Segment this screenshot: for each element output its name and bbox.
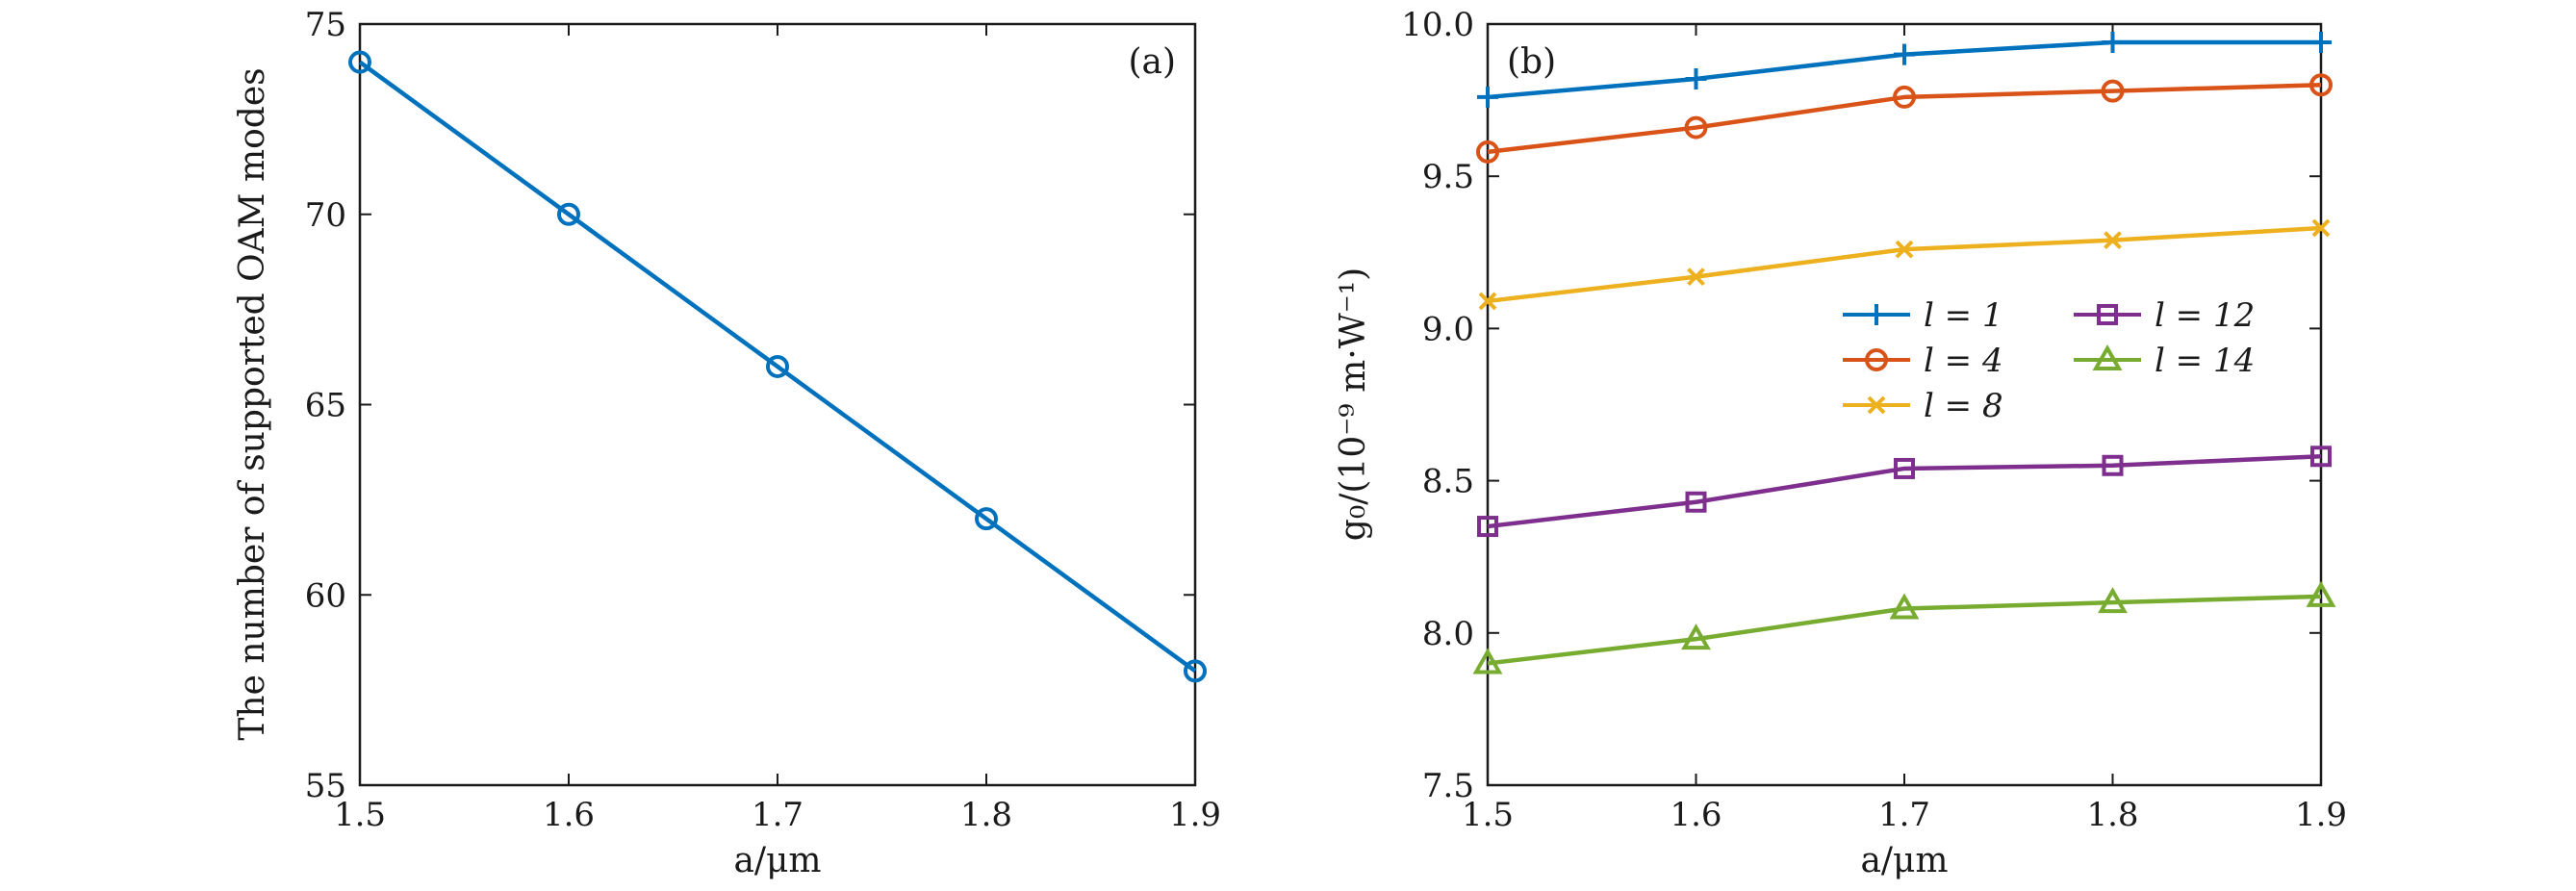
panel-b-data-point xyxy=(1894,43,1915,65)
panel-a-series xyxy=(348,50,1207,683)
panel-b-data-point xyxy=(1477,516,1498,538)
panel-b-data-point xyxy=(1681,624,1711,650)
panel-b-data-point xyxy=(1684,115,1708,140)
panel-b-data-point xyxy=(2311,218,2331,238)
panel-b-y-tick-label: 10.0 xyxy=(1401,6,1474,44)
panel-a-data-point xyxy=(975,507,998,531)
panel-b-data-point xyxy=(1895,240,1914,259)
panel-b-series-4 xyxy=(1472,580,2336,675)
panel-a-ticks: 1.5 1.6 1.7 1.8 1.9 55 60 65 70 75 xyxy=(305,6,1221,834)
panel-a-y-axis-title: The number of supported OAM modes xyxy=(233,67,272,740)
panel-a-y-tick-label: 60 xyxy=(305,576,346,615)
panel-b-series-line xyxy=(1487,454,2322,529)
legend-label: l = 8 xyxy=(1924,387,2003,425)
legend-marker xyxy=(2092,344,2123,370)
panel-a-plot-frame xyxy=(358,22,1197,787)
legend-marker xyxy=(1866,304,1887,325)
panel-b-data-point xyxy=(1687,267,1705,287)
panel-b-data-point xyxy=(2310,446,2332,468)
panel-b-y-tick-label: 9.0 xyxy=(1422,310,1474,348)
panel-b-data-point xyxy=(1894,457,1915,479)
panel-b-series-2 xyxy=(1478,218,2331,311)
panel-a-x-tick-label: 1.6 xyxy=(543,796,595,834)
panel-b-data-point xyxy=(2102,454,2124,476)
panel-b-ticks: 1.5 1.6 1.7 1.8 1.9 7.5 8.0 8.5 9.0 9.5 10.0 xyxy=(1401,6,2347,834)
panel-b-series-line xyxy=(1487,594,2322,666)
panel-b-data-point xyxy=(2309,73,2333,97)
panel-b-data-point xyxy=(1685,67,1707,89)
panel-a-data-point xyxy=(766,354,789,378)
panel-a-tag: (a) xyxy=(1128,42,1176,82)
panel-b-data-point xyxy=(2098,587,2128,614)
panel-b-series-line xyxy=(1487,225,2322,304)
panel-a-x-axis-title: a/μm xyxy=(733,841,821,880)
panel-b-data-point xyxy=(1476,140,1499,164)
panel-a-series-line xyxy=(358,60,1197,674)
panel-b-data-point xyxy=(1478,292,1497,311)
panel-b-tag: (b) xyxy=(1507,42,1556,82)
panel-b-series-line xyxy=(1487,83,2322,155)
panel-b-y-tick-label: 7.5 xyxy=(1422,767,1474,805)
legend-item: l = 14 xyxy=(2074,342,2255,380)
panel-a-x-tick-label: 1.5 xyxy=(334,796,386,834)
legend-label: l = 12 xyxy=(2155,296,2255,335)
panel-b-x-tick-label: 1.9 xyxy=(2295,796,2347,834)
panel-a-x-tick-label: 1.7 xyxy=(752,796,803,834)
panel-b-x-tick-label: 1.8 xyxy=(2086,796,2138,834)
panel-b-x-tick-label: 1.7 xyxy=(1878,796,1930,834)
legend-label: l = 14 xyxy=(2155,342,2255,380)
panel-b-y-tick-label: 8.0 xyxy=(1422,615,1474,653)
legend-item: l = 8 xyxy=(1843,387,2003,425)
panel-b-data-point xyxy=(2310,31,2332,53)
panel-b-x-tick-label: 1.6 xyxy=(1670,796,1722,834)
panel-a-y-tick-label: 55 xyxy=(305,767,346,805)
panel-b-data-point xyxy=(2306,580,2336,607)
panel-b-data-point xyxy=(1893,85,1916,109)
panel-b: 1.5 1.6 1.7 1.8 1.9 7.5 8.0 8.5 9.0 9.5 10.0 (b) a… xyxy=(1334,6,2347,880)
panel-a-y-tick-label: 75 xyxy=(305,6,346,44)
panel-b-x-axis-title: a/μm xyxy=(1860,841,1948,880)
panel-b-data-point xyxy=(1477,86,1498,108)
panel-b-data-point xyxy=(1889,593,1920,620)
panel-b-y-tick-label: 9.5 xyxy=(1422,158,1474,196)
panel-b-data-point xyxy=(1685,491,1707,513)
legend-marker xyxy=(1865,348,1888,371)
panel-a-series-0 xyxy=(348,50,1207,683)
panel-b-y-axis-title: g₀/(10⁻⁹ m·W⁻¹) xyxy=(1334,267,1373,541)
panel-b-data-point xyxy=(2102,31,2124,53)
legend-item: l = 12 xyxy=(2074,296,2255,335)
panel-a-data-point xyxy=(557,202,580,226)
legend-label: l = 1 xyxy=(1924,296,2003,335)
panel-a-y-tick-label: 65 xyxy=(305,387,346,425)
panel-a-data-point xyxy=(1184,659,1207,683)
panel-a-x-tick-label: 1.9 xyxy=(1169,796,1221,834)
legend-marker xyxy=(1867,395,1886,415)
panel-b-series-1 xyxy=(1476,73,2333,164)
panel-b-series-3 xyxy=(1477,446,2332,538)
legend-label: l = 4 xyxy=(1924,342,2003,380)
panel-b-y-tick-label: 8.5 xyxy=(1422,463,1474,501)
legend-item: l = 4 xyxy=(1843,342,2003,380)
panel-b-legend: l = 1 l = 4 l = 8 l = 12 l = 14 xyxy=(1843,296,2255,425)
panel-a: 1.5 1.6 1.7 1.8 1.9 55 60 65 70 75 (a) a/μm The n… xyxy=(233,6,1221,880)
panel-b-series xyxy=(1472,31,2336,675)
panel-b-data-point xyxy=(2101,79,2125,103)
panel-a-x-tick-label: 1.8 xyxy=(960,796,1012,834)
panel-b-data-point xyxy=(2104,231,2122,250)
panel-a-y-tick-label: 70 xyxy=(305,196,346,235)
panel-a-data-point xyxy=(348,50,371,74)
panel-b-x-tick-label: 1.5 xyxy=(1462,796,1514,834)
legend-marker xyxy=(2097,304,2118,325)
panel-b-data-point xyxy=(1472,648,1503,675)
legend-item: l = 1 xyxy=(1843,296,2003,335)
panel-b-series-0 xyxy=(1477,31,2332,108)
